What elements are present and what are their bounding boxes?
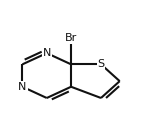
Text: Br: Br [65, 33, 77, 43]
Text: N: N [43, 48, 51, 58]
Text: S: S [97, 59, 105, 69]
Text: N: N [18, 82, 27, 92]
